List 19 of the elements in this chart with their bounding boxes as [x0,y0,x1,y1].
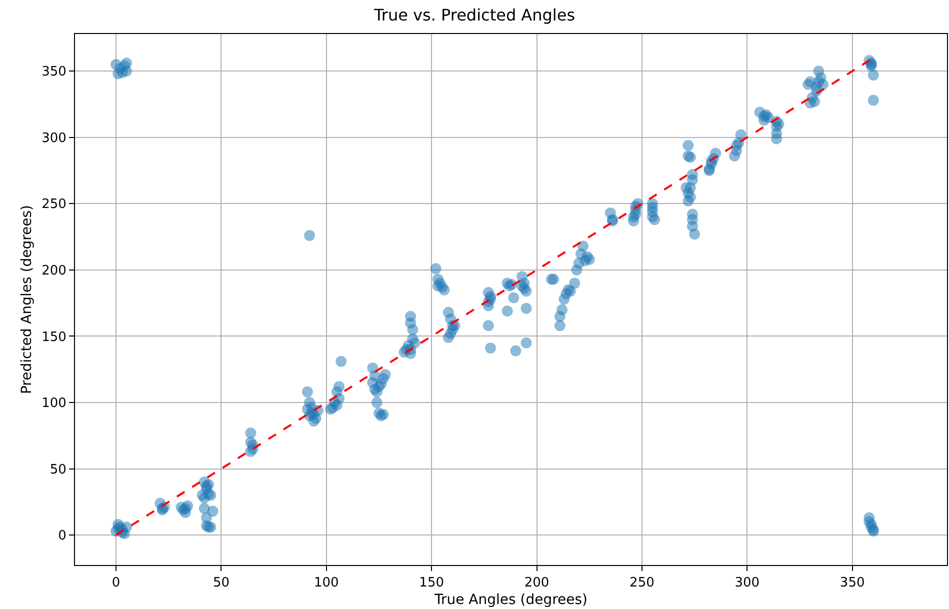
y-tick-label: 350 [42,64,66,80]
x-tick-label: 0 [112,576,120,591]
y-axis-title: Predicted Angles (degrees) [19,204,36,394]
x-tick-label: 150 [419,576,444,591]
y-tick-label: 50 [50,462,66,478]
x-tick-label: 350 [840,576,865,591]
y-tick-label: 0 [58,528,66,544]
y-tick-label: 100 [42,396,66,412]
x-tick-label: 250 [630,576,654,591]
chart-title: True vs. Predicted Angles [372,5,576,24]
x-tick-label: 200 [524,576,550,591]
x-axis-title: True Angles (degrees) [433,592,588,608]
x-tick-label: 100 [314,576,339,591]
y-tick-label: 300 [42,130,66,146]
y-tick-label: 250 [42,197,66,212]
x-tick-label: 50 [212,576,230,591]
y-tick-label: 150 [42,330,66,345]
y-tick-label: 200 [42,263,66,278]
x-tick-label: 300 [734,576,760,591]
